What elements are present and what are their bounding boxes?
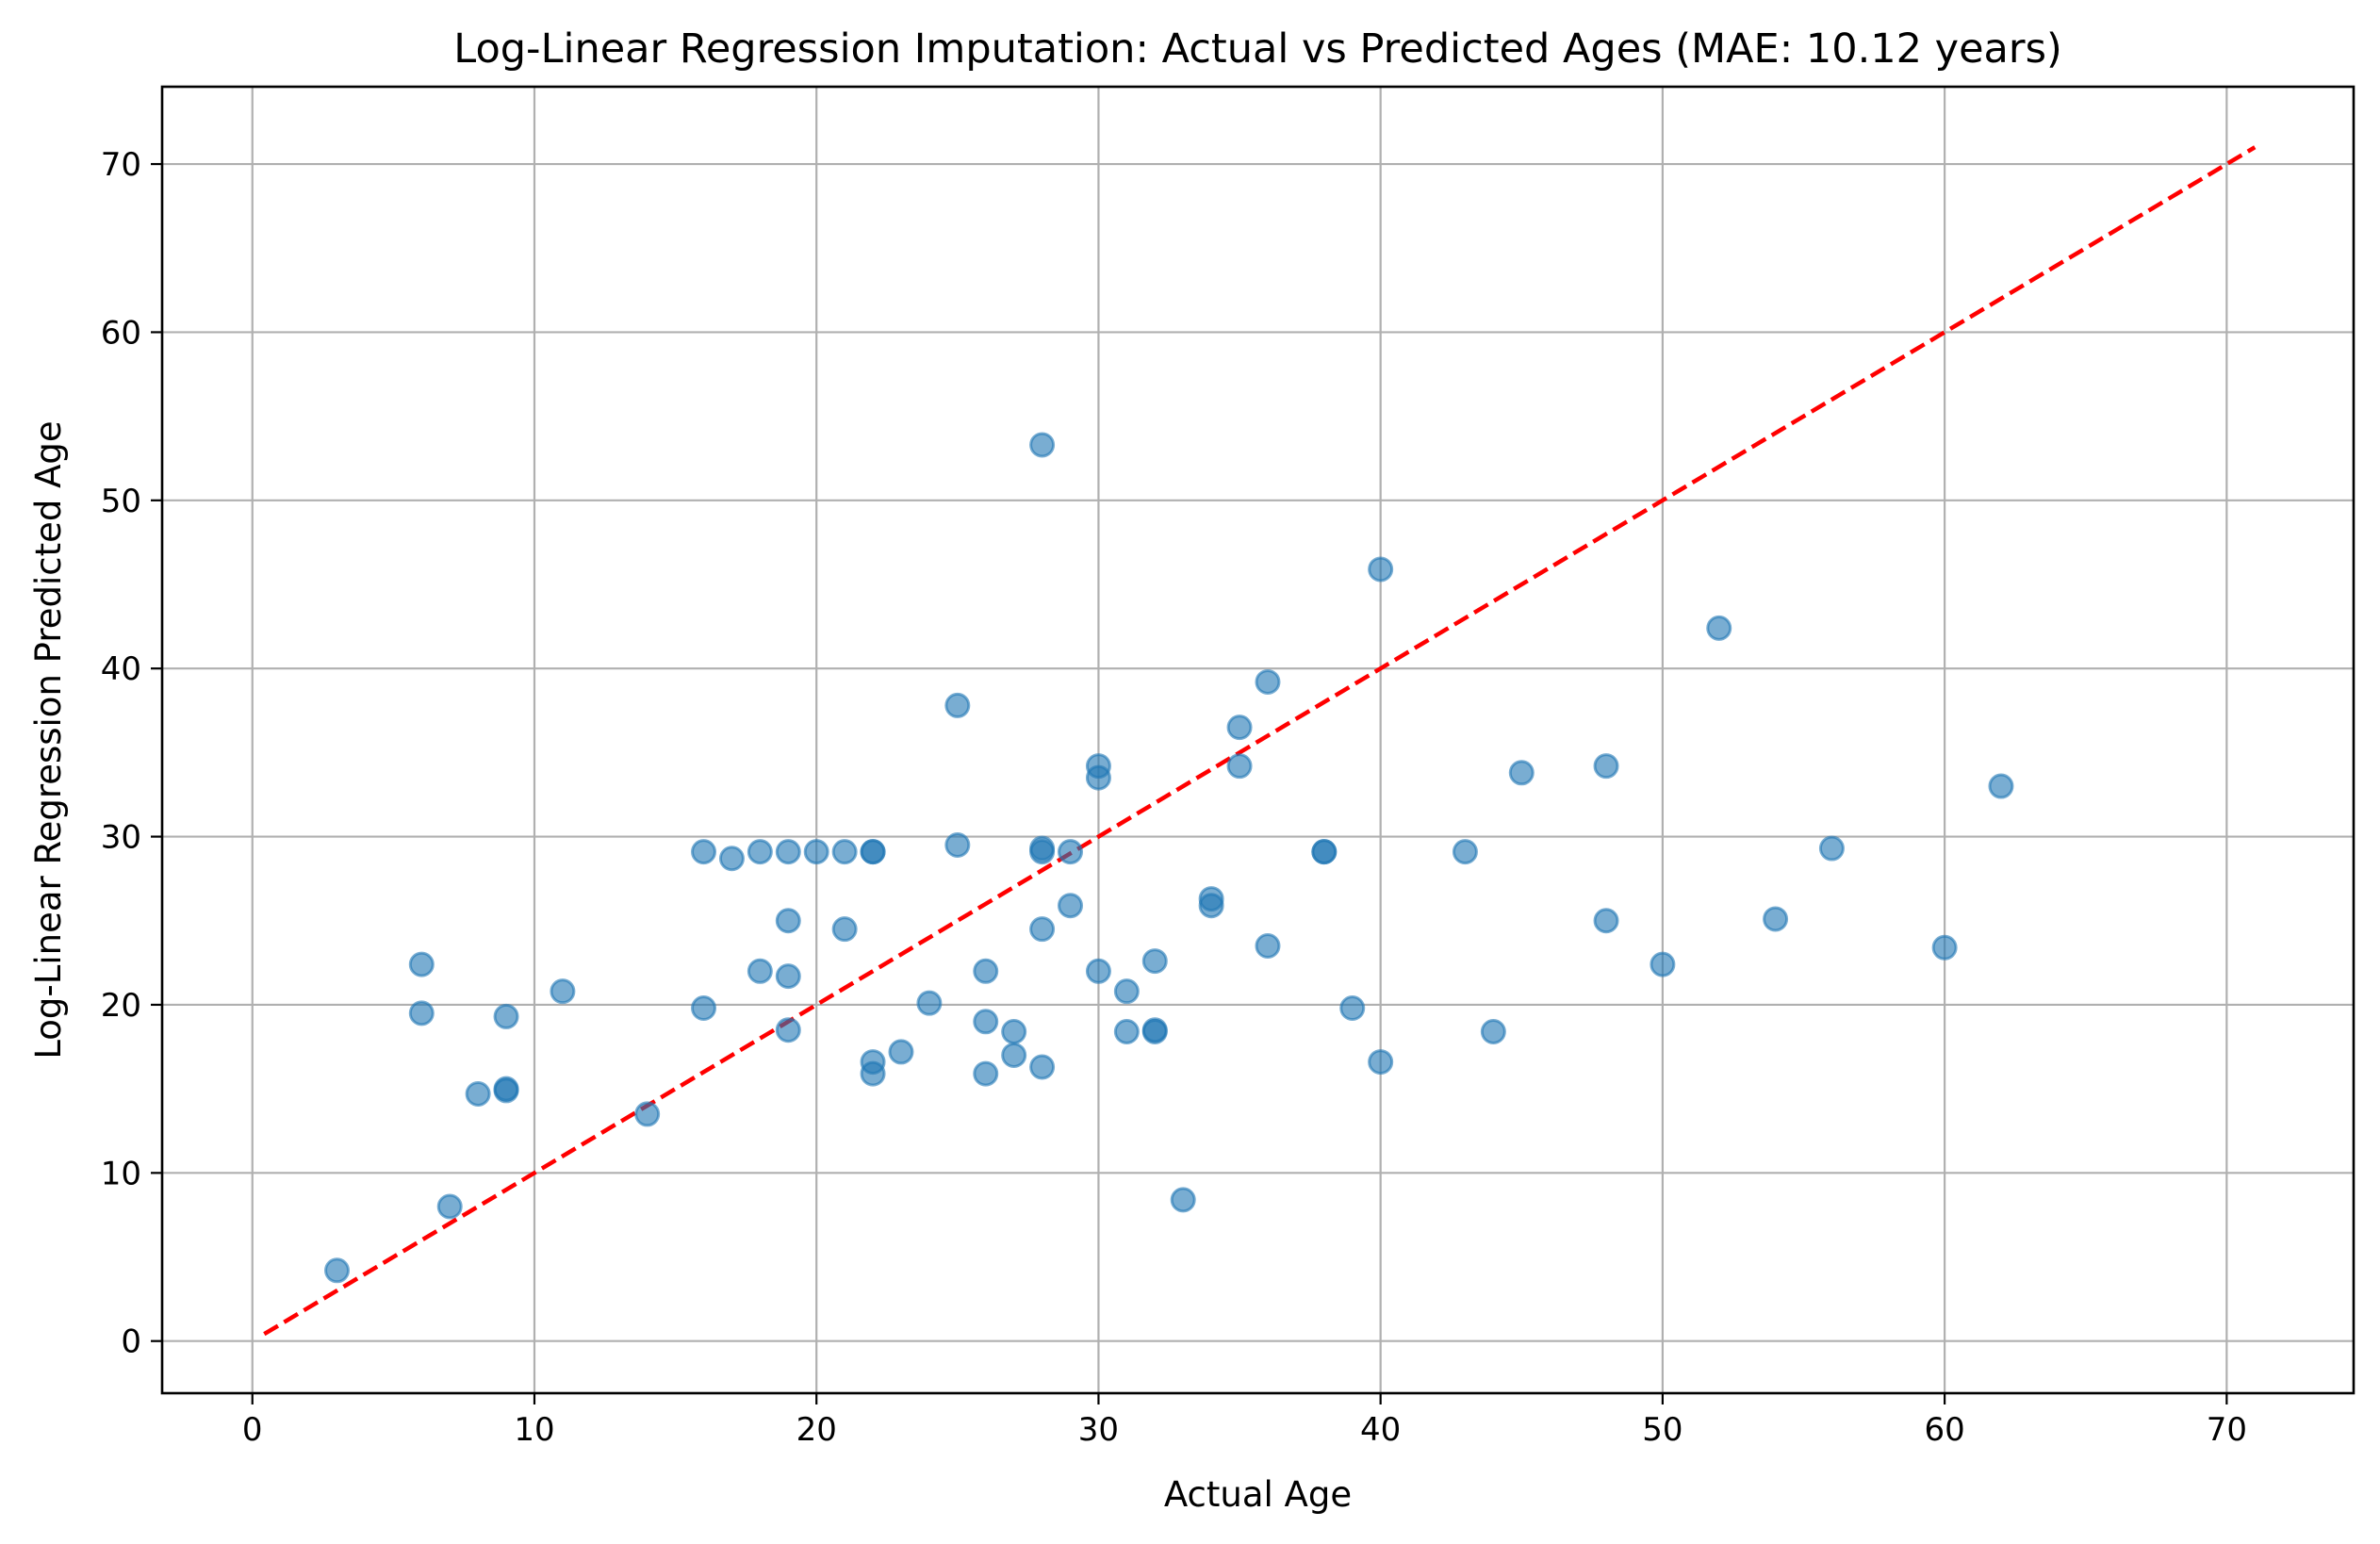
data-point [324,1257,351,1284]
data-point [747,958,773,984]
y-axis-label: Log-Linear Regression Predicted Age [28,420,69,1059]
data-point [1226,753,1253,780]
data-point [860,839,886,865]
data-point [775,839,801,865]
data-point [1058,893,1084,919]
data-point [973,1060,999,1087]
data-point [465,1080,491,1107]
data-point [916,990,943,1016]
x-tick-label: 70 [2207,1411,2247,1449]
data-point [1113,1018,1140,1044]
data-point [1763,906,1789,932]
data-point [1141,1018,1168,1044]
x-tick-label: 10 [514,1411,554,1449]
data-point [1650,951,1676,977]
grid [162,87,2354,1393]
data-point [1452,839,1478,865]
data-point [1029,916,1056,943]
data-point [1593,908,1619,934]
data-point [1226,715,1253,741]
y-tick-label: 30 [101,819,141,857]
data-point [408,951,435,977]
data-point [973,1009,999,1035]
data-point [1198,893,1224,919]
y-tick-label: 60 [101,314,141,352]
x-tick-label: 60 [1924,1411,1964,1449]
data-point [1706,615,1732,641]
data-point [860,1060,886,1087]
data-point [436,1193,463,1220]
data-point [550,978,576,1005]
data-point [1818,835,1845,862]
ticks: 0 10 20 30 40 50 60 70 0 10 20 30 40 50 60 70 [101,146,2247,1449]
y-tick-label: 0 [121,1323,141,1361]
data-point [944,831,971,858]
data-point [1255,668,1281,695]
data-point [775,1017,801,1043]
data-point [1988,773,2014,799]
data-point [691,995,717,1022]
data-point [1058,839,1084,865]
data-point [1480,1018,1506,1044]
data-point [1001,1042,1027,1068]
data-point [1931,934,1958,961]
data-point [888,1039,914,1065]
data-point [747,839,773,865]
data-point [1311,839,1338,865]
data-point [1029,839,1056,865]
data-point [691,839,717,865]
y-tick-label: 70 [101,146,141,184]
reference-line-layer [263,145,2257,1337]
data-point [1029,432,1056,458]
data-point [1085,764,1111,791]
x-axis-label: Actual Age [1164,1474,1352,1515]
data-point [1593,753,1619,780]
chart-title: Log-Linear Regression Imputation: Actual… [453,25,2062,73]
x-tick-label: 20 [796,1411,837,1449]
y-tick-label: 20 [101,987,141,1025]
data-point [1170,1187,1196,1213]
data-point [1001,1018,1027,1044]
data-point [493,1003,519,1029]
data-point [775,963,801,990]
data-point [1508,760,1535,786]
data-point [634,1101,661,1127]
data-point [831,839,858,865]
reference-line [263,145,2257,1337]
y-tick-label: 40 [101,650,141,688]
data-point [718,846,745,872]
data-point [803,839,829,865]
data-point [408,1000,435,1027]
plot-frame [160,85,2355,1395]
data-point [944,692,971,718]
y-tick-label: 10 [101,1155,141,1192]
data-point [973,958,999,984]
data-point [1113,978,1140,1005]
x-tick-label: 30 [1078,1411,1119,1449]
data-point [775,908,801,934]
data-point [1085,958,1111,984]
data-point [1339,995,1366,1022]
data-point [1368,556,1394,583]
data-point [831,916,858,943]
y-tick-label: 50 [101,483,141,520]
x-tick-label: 40 [1360,1411,1401,1449]
x-tick-label: 0 [242,1411,263,1449]
points [324,432,2014,1284]
data-point [1255,933,1281,960]
data-point [1368,1049,1394,1076]
data-point [493,1077,519,1104]
data-point [1029,1054,1056,1080]
data-point [1141,948,1168,975]
x-tick-label: 50 [1642,1411,1682,1449]
